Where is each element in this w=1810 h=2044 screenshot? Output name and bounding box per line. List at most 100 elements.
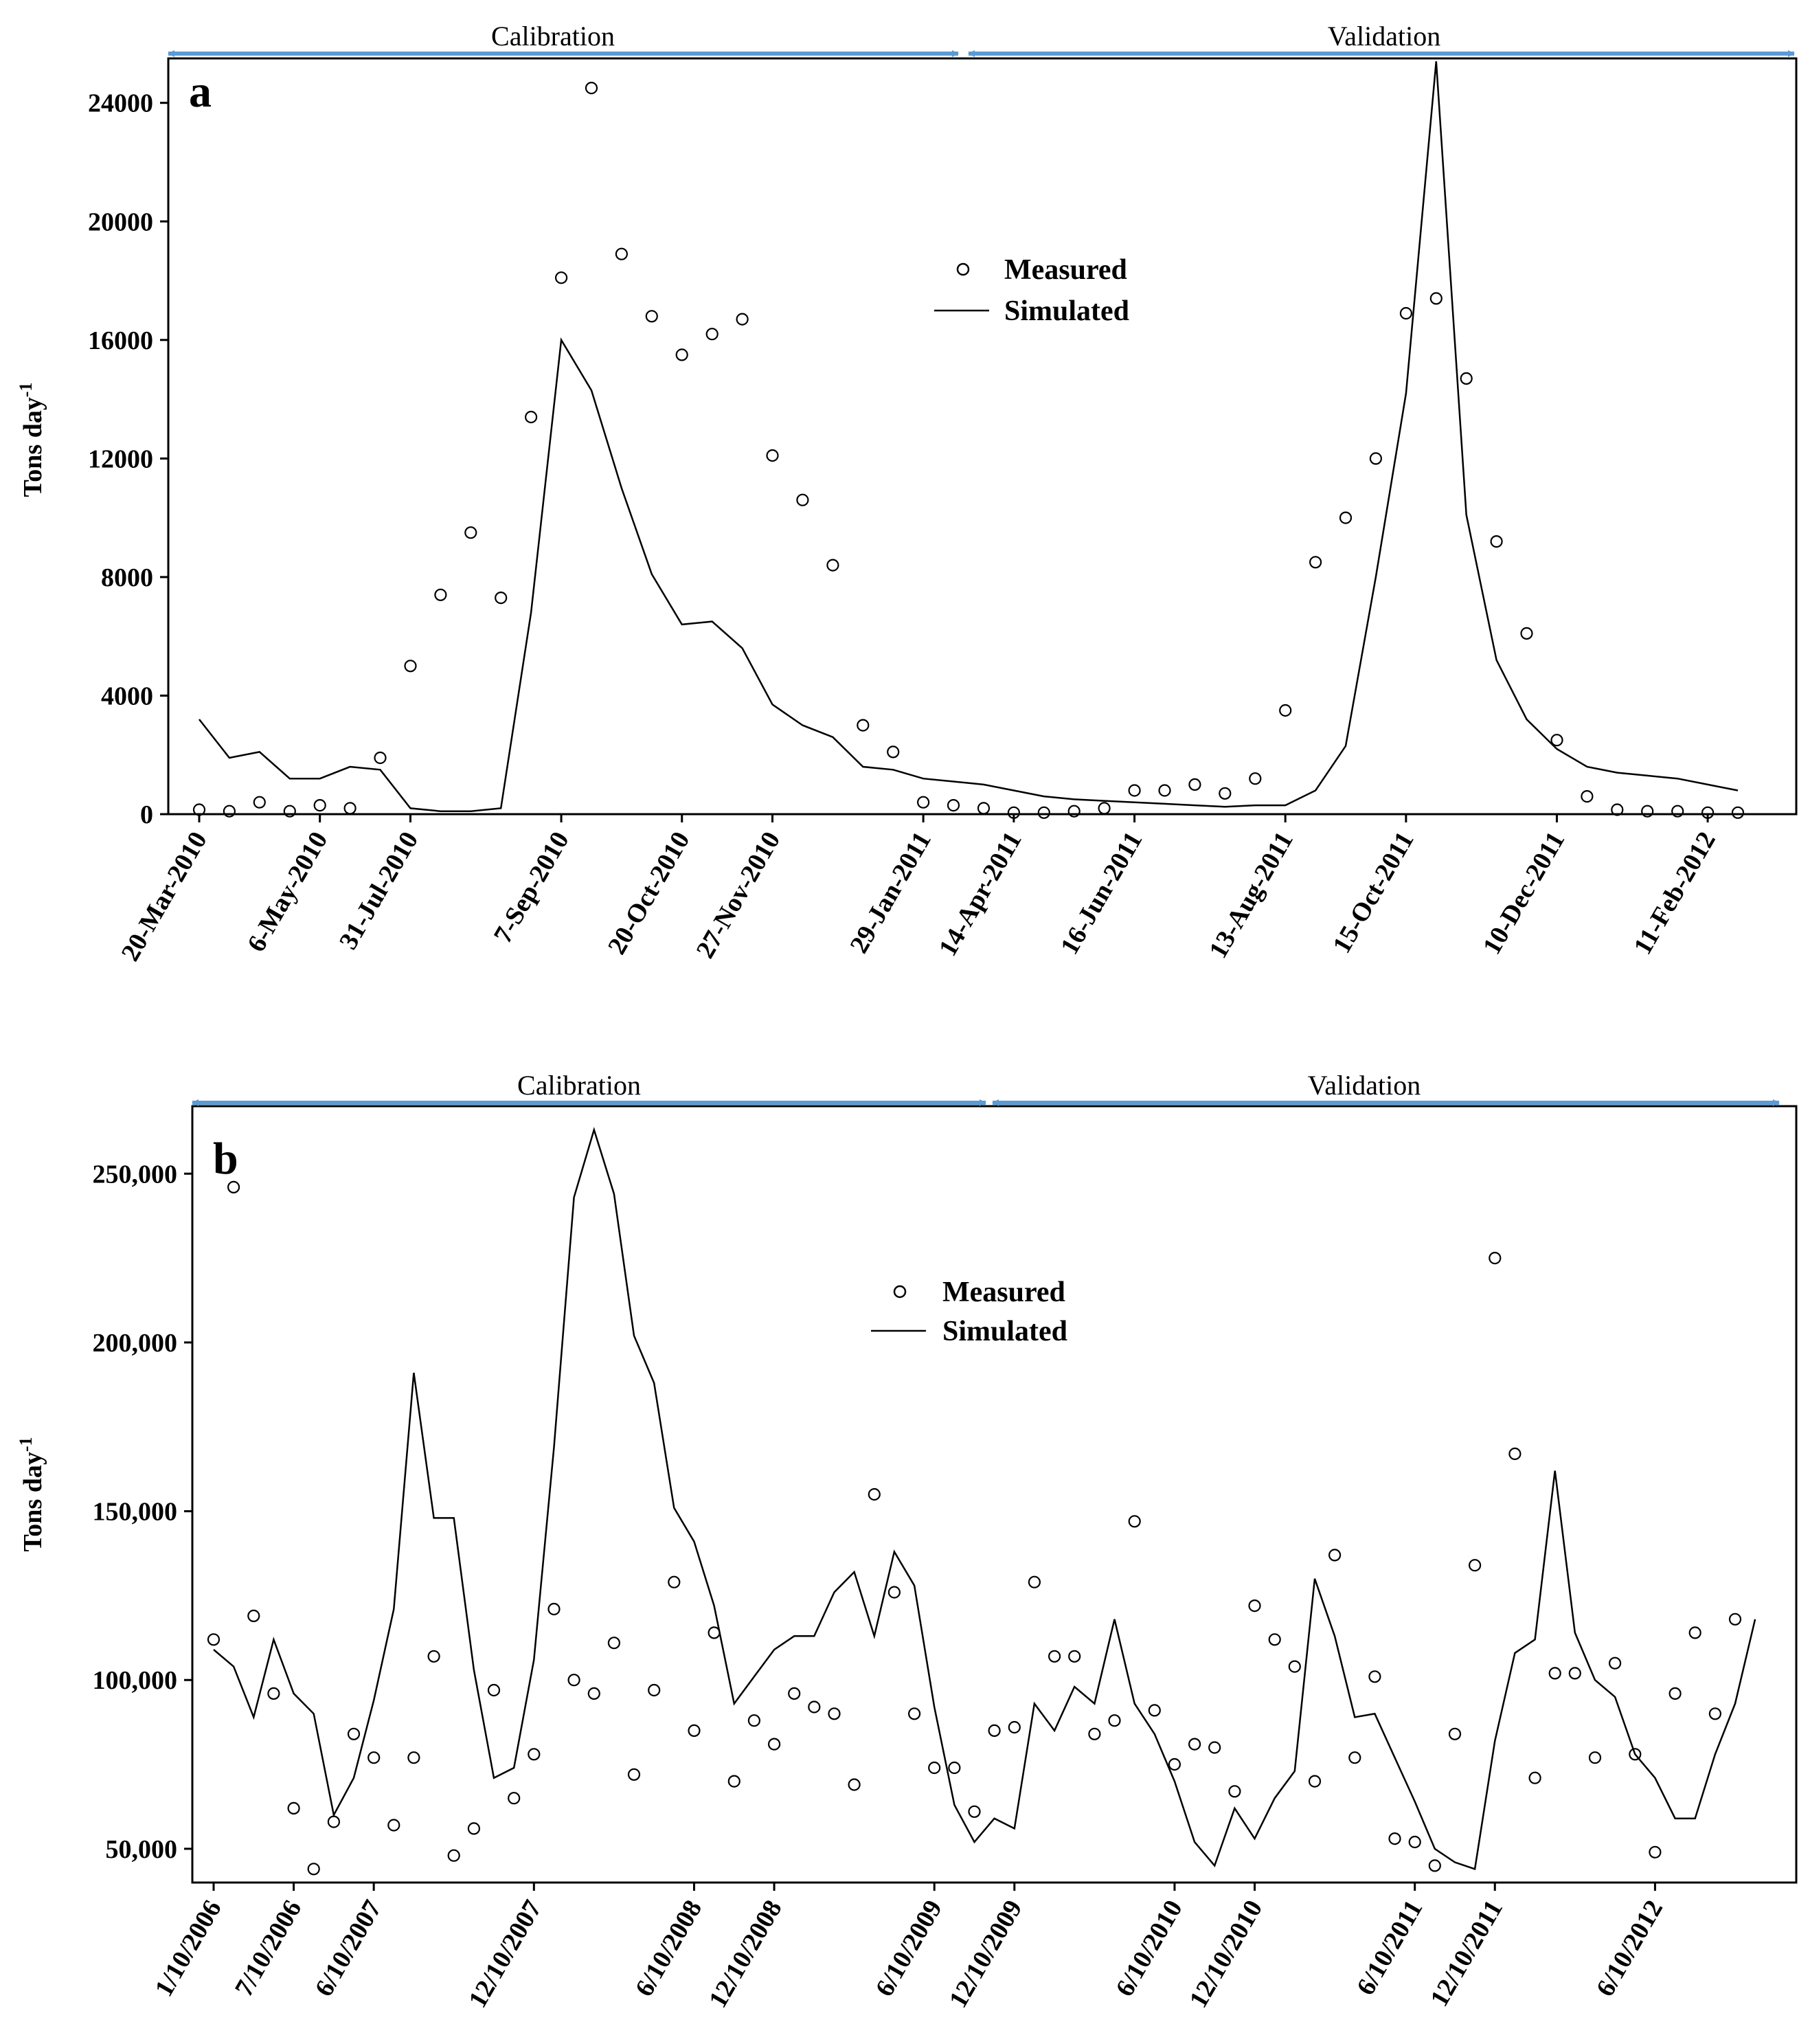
measured-point [1128, 1515, 1141, 1528]
legend-b: Measured Simulated [871, 1277, 1067, 1347]
measured-point [1208, 1741, 1221, 1754]
measured-point [688, 1724, 701, 1737]
measured-point [585, 82, 598, 95]
measured-point [1088, 1727, 1101, 1740]
measured-point [192, 803, 206, 816]
measured-point [1671, 805, 1684, 818]
measured-point [1429, 292, 1443, 305]
chart-panel-b: b Calibration Validation Tons day-1 50,0… [16, 1070, 1798, 2013]
measured-point [1028, 1575, 1041, 1588]
measured-point [347, 1727, 361, 1740]
measured-point [467, 1822, 481, 1835]
y-tick-label: 200,000 [93, 1329, 178, 1358]
y-tick-label: 16000 [88, 326, 153, 355]
measured-point [1641, 805, 1654, 818]
x-tick-label: 6/10/2011 [1351, 1896, 1428, 2001]
measured-point [464, 526, 477, 539]
measured-point [916, 796, 930, 809]
x-tick-label: 6-May-2010 [242, 827, 333, 957]
measured-point [1448, 1727, 1462, 1740]
x-tick-label: 6/10/2007 [310, 1896, 387, 2001]
measured-point [675, 348, 688, 361]
chart-panel-a: a Calibration Validation Tons day-1 0 400… [16, 21, 1798, 966]
measured-point [1128, 784, 1141, 797]
measured-point [1098, 802, 1111, 815]
measured-point [1288, 1660, 1301, 1673]
measured-point [508, 1792, 521, 1805]
measured-point [928, 1761, 941, 1775]
validation-label-a: Validation [1328, 21, 1440, 52]
measured-point [1508, 1447, 1521, 1461]
measured-point [947, 798, 960, 812]
x-tick-label: 14-Apr-2011 [934, 827, 1028, 961]
x-tick-label: 31-Jul-2010 [334, 827, 424, 955]
measured-point [1249, 772, 1262, 785]
measured-point [828, 1707, 841, 1720]
measured-point [1568, 1667, 1581, 1680]
measured-point [1007, 806, 1021, 819]
x-tick-label: 12/10/2011 [1425, 1896, 1508, 2012]
measured-point [1067, 805, 1081, 818]
measured-point [1309, 556, 1322, 569]
measured-point [1188, 1738, 1201, 1751]
y-tick-label: 4000 [101, 682, 153, 710]
measured-point [447, 1849, 460, 1862]
x-tick-label: 6/10/2008 [630, 1896, 708, 2001]
y-tick-label: 0 [140, 800, 153, 829]
measured-point [788, 1687, 801, 1700]
measured-point [727, 1775, 740, 1788]
measured-point [1708, 1707, 1721, 1720]
measured-point [736, 313, 749, 326]
legend-simulated-label-a: Simulated [1004, 295, 1129, 327]
x-tick-label: 7-Sep-2010 [488, 827, 575, 948]
measured-point [407, 1751, 420, 1764]
x-tick-label: 6/10/2009 [870, 1896, 948, 2001]
measured-point [848, 1778, 861, 1791]
measured-point [247, 1609, 260, 1622]
measured-point [253, 796, 266, 809]
measured-point [1548, 1667, 1561, 1680]
measured-point [766, 449, 779, 462]
legend-a: Measured Simulated [934, 254, 1129, 327]
measured-point [1550, 734, 1563, 747]
measured-point [645, 310, 658, 323]
measured-point [1368, 1670, 1381, 1683]
measured-point [374, 751, 387, 765]
measured-point [1328, 1549, 1342, 1562]
simulated-series-b [213, 1127, 1756, 1870]
measured-point [615, 247, 629, 260]
measured-point [988, 1724, 1001, 1737]
legend-measured-label-a: Measured [1004, 254, 1127, 286]
measured-point [1611, 803, 1624, 816]
measured-point [826, 559, 839, 572]
measured-point [1629, 1748, 1642, 1761]
measured-point [1037, 806, 1050, 819]
measured-point [887, 1586, 901, 1599]
x-tick-label: 12/10/2008 [703, 1896, 788, 2013]
measured-point [1520, 627, 1533, 640]
measured-point [387, 1819, 400, 1832]
measured-point [1008, 1720, 1021, 1734]
measured-point [495, 591, 508, 605]
measured-series-b [207, 1180, 1742, 1876]
measured-point [1490, 535, 1503, 548]
measured-point [705, 328, 719, 341]
measured-point [1581, 789, 1594, 803]
measured-point [1388, 1832, 1401, 1845]
y-tick-label: 20000 [88, 207, 153, 236]
x-axis-a: 20-Mar-2010 6-May-2010 31-Jul-2010 7-Sep-20… [116, 814, 1721, 966]
y-tick-label: 150,000 [93, 1498, 178, 1527]
measured-point [627, 1768, 641, 1781]
measured-point [1460, 372, 1473, 385]
measured-point [327, 1815, 340, 1828]
measured-point [708, 1626, 721, 1639]
measured-point [796, 493, 809, 506]
x-tick-label: 6/10/2010 [1110, 1896, 1188, 2001]
measured-point [1279, 704, 1292, 717]
measured-point [207, 1633, 220, 1646]
measured-point [607, 1637, 621, 1650]
measured-point [227, 1180, 240, 1194]
simulated-line [199, 61, 1739, 812]
y-axis-b: 50,000 100,000 150,000 200,000 250,000 [93, 1160, 192, 1864]
